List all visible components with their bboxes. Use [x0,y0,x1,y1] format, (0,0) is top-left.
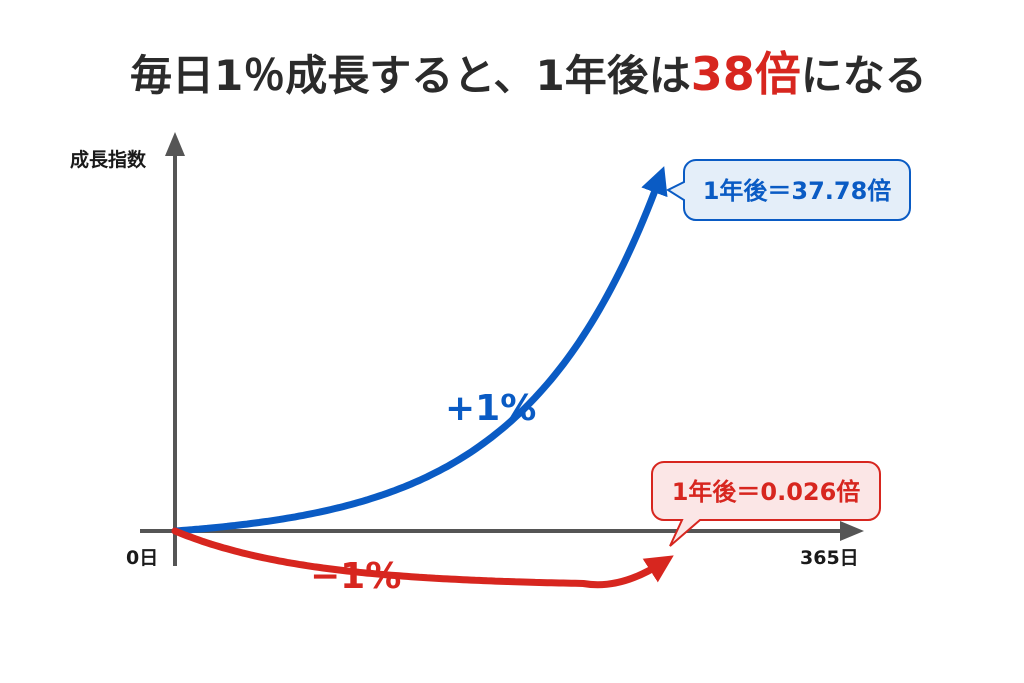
y-axis-arrow [165,132,185,156]
y-axis-label: 成長指数 [70,148,147,171]
callout-up-text: 1年後＝37.78倍 [703,177,892,205]
chart-title: 毎日1％成長すると、1年後は38倍になる [130,47,927,101]
callout-up-box [665,159,911,221]
x-tick-end: 365日 [800,547,859,569]
x-tick-start: 0日 [126,547,158,569]
callout-down: 1年後＝0.026倍 [651,461,881,547]
series-label-down: −1% [310,556,401,597]
series-line-down [171,527,674,589]
callout-up: 1年後＝37.78倍 [665,159,911,221]
title-part2: になる [801,51,927,100]
callout-down-box [651,461,881,547]
title-highlight: 38倍 [691,47,801,101]
callout-down-text: 1年後＝0.026倍 [672,478,861,506]
series-label-up: +1% [445,388,536,429]
title-part1: 毎日1％成長すると、1年後は [130,51,691,100]
series-line-up [171,166,668,535]
x-axis-arrow [840,521,864,541]
